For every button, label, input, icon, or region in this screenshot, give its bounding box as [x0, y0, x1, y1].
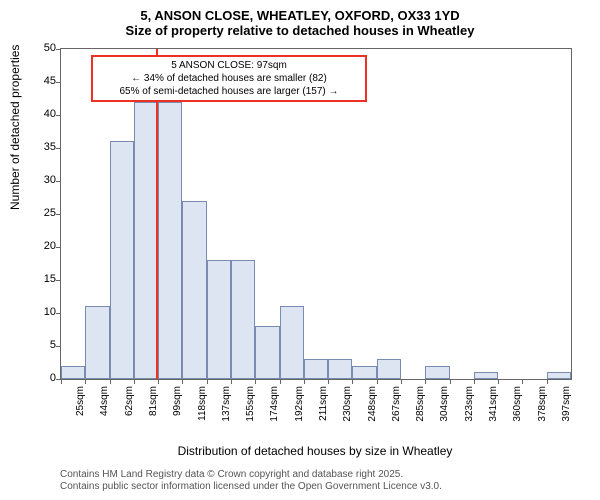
chart-container: 5, ANSON CLOSE, WHEATLEY, OXFORD, OX33 1…	[0, 0, 600, 500]
y-tick	[56, 115, 61, 116]
histogram-bar	[134, 102, 158, 379]
x-tick	[304, 379, 305, 384]
y-tick-label: 15	[44, 273, 56, 285]
y-tick	[56, 148, 61, 149]
x-tick-label: 118sqm	[197, 386, 208, 426]
x-tick-label: 99sqm	[172, 386, 183, 426]
histogram-bar	[158, 102, 182, 379]
x-tick-label: 267sqm	[391, 386, 402, 426]
y-tick-label: 35	[44, 141, 56, 153]
y-tick-label: 0	[50, 372, 56, 384]
histogram-bar	[352, 366, 376, 379]
x-tick	[328, 379, 329, 384]
attribution-line2: Contains public sector information licen…	[60, 481, 442, 492]
x-tick-label: 137sqm	[221, 386, 232, 426]
x-tick-label: 248sqm	[367, 386, 378, 426]
histogram-bar	[182, 201, 206, 379]
x-tick-label: 155sqm	[245, 386, 256, 426]
y-tick	[56, 214, 61, 215]
histogram-bar	[85, 306, 109, 379]
x-tick-label: 174sqm	[269, 386, 280, 426]
x-tick	[547, 379, 548, 384]
histogram-bar	[255, 326, 279, 379]
x-tick	[85, 379, 86, 384]
y-tick-label: 10	[44, 306, 56, 318]
attribution-line1: Contains HM Land Registry data © Crown c…	[60, 469, 403, 480]
chart-title-line1: 5, ANSON CLOSE, WHEATLEY, OXFORD, OX33 1…	[0, 0, 600, 23]
x-tick-label: 397sqm	[561, 386, 572, 426]
x-tick-label: 211sqm	[318, 386, 329, 426]
histogram-bar	[547, 372, 571, 379]
x-tick-label: 44sqm	[99, 386, 110, 426]
x-tick	[158, 379, 159, 384]
x-tick-label: 360sqm	[512, 386, 523, 426]
x-tick	[474, 379, 475, 384]
y-tick	[56, 346, 61, 347]
x-tick-label: 230sqm	[342, 386, 353, 426]
histogram-bar	[425, 366, 449, 379]
x-tick	[352, 379, 353, 384]
x-tick	[280, 379, 281, 384]
x-tick	[255, 379, 256, 384]
x-tick	[450, 379, 451, 384]
x-tick	[231, 379, 232, 384]
annotation-line: 5 ANSON CLOSE: 97sqm	[99, 59, 359, 72]
y-tick-label: 25	[44, 207, 56, 219]
y-tick-label: 40	[44, 108, 56, 120]
x-tick	[401, 379, 402, 384]
x-tick-label: 323sqm	[464, 386, 475, 426]
chart-title-line2: Size of property relative to detached ho…	[0, 23, 600, 42]
x-tick-label: 285sqm	[415, 386, 426, 426]
x-tick-label: 62sqm	[124, 386, 135, 426]
x-tick-label: 192sqm	[294, 386, 305, 426]
y-tick	[56, 82, 61, 83]
x-tick	[498, 379, 499, 384]
y-tick	[56, 313, 61, 314]
y-tick-label: 5	[50, 339, 56, 351]
histogram-bar	[231, 260, 255, 379]
y-tick-label: 20	[44, 240, 56, 252]
x-tick	[207, 379, 208, 384]
y-tick	[56, 181, 61, 182]
x-tick	[182, 379, 183, 384]
y-tick-label: 50	[44, 42, 56, 54]
x-axis-label: Distribution of detached houses by size …	[60, 444, 570, 458]
x-tick	[425, 379, 426, 384]
x-tick	[110, 379, 111, 384]
histogram-bar	[280, 306, 304, 379]
histogram-bar	[61, 366, 85, 379]
annotation-box: 5 ANSON CLOSE: 97sqm← 34% of detached ho…	[91, 55, 367, 102]
histogram-bar	[304, 359, 328, 379]
y-tick-label: 45	[44, 75, 56, 87]
y-axis-label: Number of detached properties	[8, 45, 22, 210]
histogram-bar	[110, 141, 134, 379]
histogram-bar	[474, 372, 498, 379]
x-tick	[522, 379, 523, 384]
x-tick	[377, 379, 378, 384]
histogram-bar	[207, 260, 231, 379]
y-tick	[56, 247, 61, 248]
y-tick	[56, 49, 61, 50]
x-tick-label: 341sqm	[488, 386, 499, 426]
y-tick	[56, 280, 61, 281]
x-tick-label: 378sqm	[537, 386, 548, 426]
annotation-line: 65% of semi-detached houses are larger (…	[99, 85, 359, 98]
plot-area: 5 ANSON CLOSE: 97sqm← 34% of detached ho…	[60, 48, 572, 380]
x-tick-label: 81sqm	[148, 386, 159, 426]
histogram-bar	[328, 359, 352, 379]
y-tick-label: 30	[44, 174, 56, 186]
annotation-line: ← 34% of detached houses are smaller (82…	[99, 72, 359, 85]
x-tick	[61, 379, 62, 384]
x-tick-label: 25sqm	[75, 386, 86, 426]
histogram-bar	[377, 359, 401, 379]
x-tick-label: 304sqm	[439, 386, 450, 426]
x-tick	[134, 379, 135, 384]
